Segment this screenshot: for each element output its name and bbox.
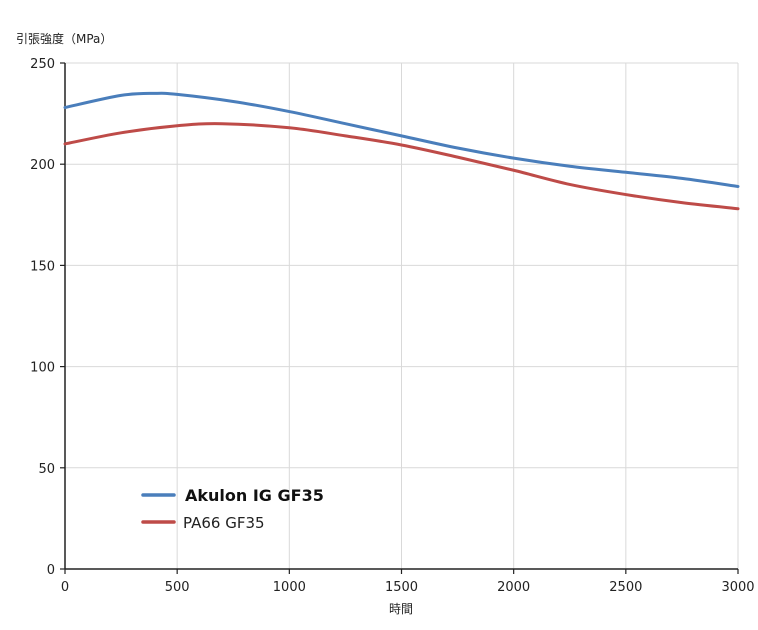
legend-label-pa66-gf35: PA66 GF35 xyxy=(183,514,265,532)
series-lines xyxy=(63,91,740,211)
y-tick-label: 100 xyxy=(30,361,55,376)
x-tick-label: 1000 xyxy=(273,580,306,595)
series-line-akulon-ig-gf35 xyxy=(63,91,740,188)
y-tick-label: 200 xyxy=(30,158,55,173)
x-axis-title: 時間 xyxy=(389,602,413,616)
x-tick-label: 2500 xyxy=(609,580,642,595)
y-tick-label: 50 xyxy=(38,462,55,477)
x-tick-label: 3000 xyxy=(721,580,754,595)
legend: Akulon IG GF35 PA66 GF35 xyxy=(141,486,324,532)
y-tick-label: 0 xyxy=(47,563,55,578)
y-tick-label: 250 xyxy=(30,57,55,72)
x-tick-label: 1500 xyxy=(385,580,418,595)
y-tick-label: 150 xyxy=(30,259,55,274)
x-tick-label: 2000 xyxy=(497,580,530,595)
x-tick-label: 0 xyxy=(61,580,69,595)
legend-label-akulon-ig-gf35: Akulon IG GF35 xyxy=(185,486,324,505)
grid-lines xyxy=(65,62,739,569)
x-tick-label: 500 xyxy=(165,580,190,595)
series-line-pa66-gf35 xyxy=(63,122,740,211)
y-axis-title: 引張強度（MPa） xyxy=(16,31,112,46)
